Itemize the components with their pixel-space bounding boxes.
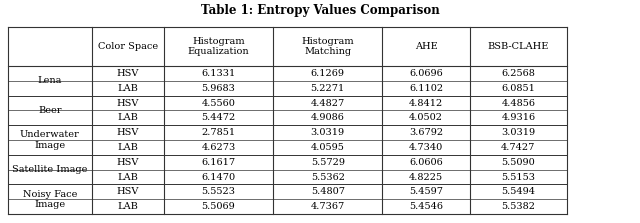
Bar — [8, 27, 632, 214]
Text: 4.8412: 4.8412 — [409, 99, 444, 107]
Text: Noisy Face
Image: Noisy Face Image — [22, 190, 77, 209]
Text: 4.6273: 4.6273 — [202, 143, 236, 152]
Text: HSV: HSV — [116, 187, 139, 196]
Text: 5.5523: 5.5523 — [202, 187, 236, 196]
Text: 5.2271: 5.2271 — [310, 84, 345, 93]
Text: 4.7367: 4.7367 — [310, 202, 345, 211]
Text: LAB: LAB — [118, 202, 138, 211]
Text: 5.4546: 5.4546 — [409, 202, 443, 211]
Text: Histogram
Equalization: Histogram Equalization — [188, 37, 250, 56]
Text: 4.0595: 4.0595 — [311, 143, 345, 152]
Text: Satellite Image: Satellite Image — [12, 165, 88, 174]
Text: 6.1269: 6.1269 — [311, 69, 345, 78]
Text: 4.9086: 4.9086 — [311, 113, 345, 122]
Text: Underwater
Image: Underwater Image — [20, 130, 80, 150]
Text: Beer: Beer — [38, 106, 61, 115]
Text: 5.4472: 5.4472 — [202, 113, 236, 122]
Text: 5.4597: 5.4597 — [409, 187, 443, 196]
Text: 4.7427: 4.7427 — [501, 143, 536, 152]
Text: BSB-CLAHE: BSB-CLAHE — [488, 42, 549, 51]
Text: Color Space: Color Space — [98, 42, 158, 51]
Text: 4.9316: 4.9316 — [501, 113, 536, 122]
Text: HSV: HSV — [116, 158, 139, 167]
Text: HSV: HSV — [116, 69, 139, 78]
Text: 5.5494: 5.5494 — [501, 187, 535, 196]
Text: 5.5729: 5.5729 — [311, 158, 345, 167]
Text: 6.2568: 6.2568 — [501, 69, 535, 78]
Text: 4.7340: 4.7340 — [409, 143, 444, 152]
Text: 2.7851: 2.7851 — [202, 128, 236, 137]
Text: 3.0319: 3.0319 — [501, 128, 536, 137]
Text: LAB: LAB — [118, 143, 138, 152]
Text: 5.5362: 5.5362 — [311, 173, 345, 182]
Text: 4.0502: 4.0502 — [409, 113, 443, 122]
Text: 5.5153: 5.5153 — [501, 173, 535, 182]
Text: 6.0606: 6.0606 — [410, 158, 443, 167]
Text: LAB: LAB — [118, 173, 138, 182]
Text: 5.5069: 5.5069 — [202, 202, 236, 211]
Text: 5.5382: 5.5382 — [501, 202, 535, 211]
Text: 6.1617: 6.1617 — [202, 158, 236, 167]
Text: 6.1102: 6.1102 — [409, 84, 444, 93]
Text: 4.8225: 4.8225 — [409, 173, 444, 182]
Text: Histogram
Matching: Histogram Matching — [301, 37, 354, 56]
Text: HSV: HSV — [116, 128, 139, 137]
Text: 5.4807: 5.4807 — [311, 187, 345, 196]
Text: 4.5560: 4.5560 — [202, 99, 236, 107]
Text: HSV: HSV — [116, 99, 139, 107]
Text: 6.0851: 6.0851 — [501, 84, 535, 93]
Text: 5.5090: 5.5090 — [502, 158, 535, 167]
Text: LAB: LAB — [118, 113, 138, 122]
Text: 5.9683: 5.9683 — [202, 84, 236, 93]
Text: 6.1331: 6.1331 — [202, 69, 236, 78]
Text: Table 1: Entropy Values Comparison: Table 1: Entropy Values Comparison — [200, 4, 440, 17]
Text: 4.4856: 4.4856 — [501, 99, 535, 107]
Text: 3.6792: 3.6792 — [409, 128, 444, 137]
Text: 3.0319: 3.0319 — [311, 128, 345, 137]
Text: Lena: Lena — [38, 76, 62, 85]
Text: LAB: LAB — [118, 84, 138, 93]
Text: AHE: AHE — [415, 42, 438, 51]
Text: 4.4827: 4.4827 — [310, 99, 345, 107]
Text: 6.0696: 6.0696 — [410, 69, 443, 78]
Text: 6.1470: 6.1470 — [202, 173, 236, 182]
